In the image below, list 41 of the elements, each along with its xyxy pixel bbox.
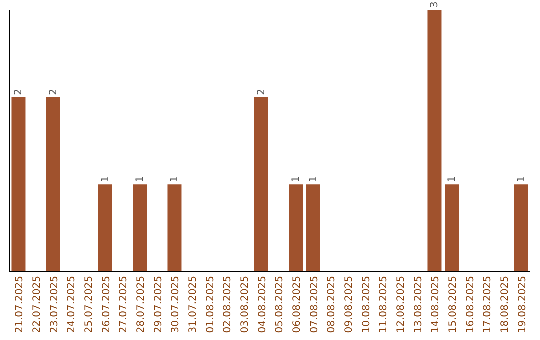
data-label: 1: [170, 176, 181, 183]
x-tick-label: 28.07.2025: [136, 276, 147, 334]
x-tick-label: 27.07.2025: [118, 276, 130, 334]
x-tick-label: 26.07.2025: [101, 276, 112, 334]
data-label: 1: [447, 176, 458, 183]
x-tick-label: 16.08.2025: [465, 276, 476, 334]
x-tick-label: 07.08.2025: [309, 276, 320, 334]
data-label: 2: [256, 88, 268, 96]
data-label: 1: [291, 176, 302, 183]
x-tick-label: 08.08.2025: [326, 276, 338, 334]
x-tick-label: 11.08.2025: [378, 276, 390, 334]
x-tick-label: 04.08.2025: [257, 276, 268, 334]
x-tick-label: 30.07.2025: [170, 276, 182, 334]
x-tick-label: 23.07.2025: [49, 276, 60, 334]
x-tick-label: 09.08.2025: [344, 276, 355, 334]
x-tick-label: 05.08.2025: [274, 276, 286, 334]
x-tick-label: 18.08.2025: [500, 276, 511, 334]
data-label: 3: [430, 2, 441, 8]
x-tick-label: 17.08.2025: [482, 276, 494, 334]
data-label: 1: [100, 176, 112, 183]
x-tick-label: 24.07.2025: [66, 276, 78, 334]
x-tick-label: 25.07.2025: [84, 276, 95, 334]
x-tick-label: 22.07.2025: [32, 276, 43, 334]
x-tick-label: 10.08.2025: [361, 276, 372, 334]
x-tick-label: 12.08.2025: [396, 276, 407, 334]
x-tick-label: 29.07.2025: [153, 276, 164, 334]
data-label: 2: [14, 88, 25, 96]
x-tick-label: 13.08.2025: [413, 276, 424, 334]
data-label: 1: [135, 176, 146, 183]
x-tick-label: 02.08.2025: [222, 276, 234, 334]
x-tick-label: 14.08.2025: [430, 276, 442, 334]
x-tick-label: 19.08.2025: [517, 276, 528, 334]
data-label: 1: [308, 176, 320, 183]
x-tick-label: 15.08.2025: [448, 276, 459, 334]
data-label: 2: [48, 88, 60, 96]
x-tick-label: 01.08.2025: [205, 276, 216, 334]
x-tick-label: 21.07.2025: [14, 276, 26, 334]
data-label: 1: [516, 176, 528, 183]
x-tick-label: 06.08.2025: [292, 276, 303, 334]
x-tick-label: 03.08.2025: [240, 276, 251, 334]
x-tick-label: 31.07.2025: [188, 276, 199, 334]
